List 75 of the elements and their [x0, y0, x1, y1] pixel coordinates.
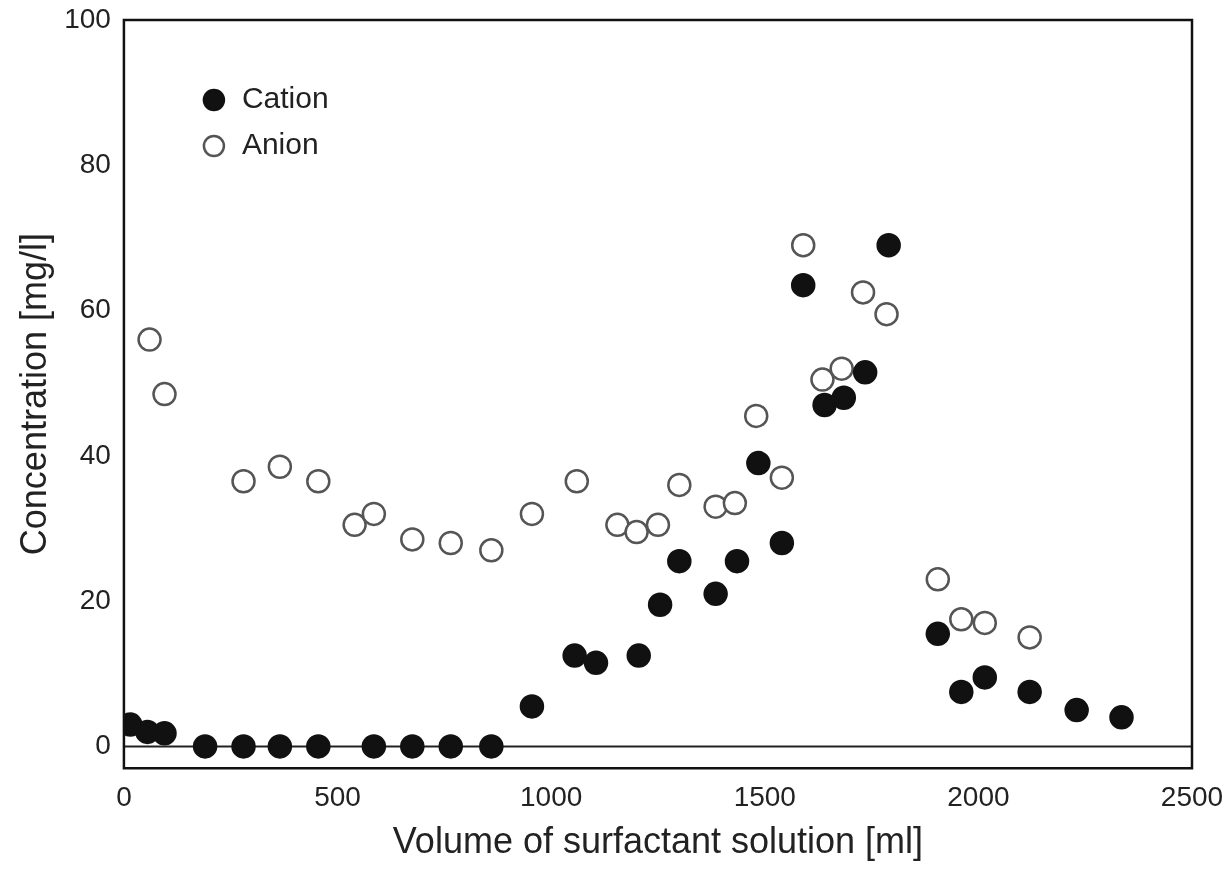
point — [925, 567, 951, 592]
point — [361, 734, 387, 759]
point — [769, 530, 795, 556]
point — [1109, 705, 1134, 730]
point — [831, 385, 857, 410]
point — [810, 367, 835, 392]
point — [972, 610, 998, 636]
point — [400, 734, 425, 759]
point — [852, 360, 878, 385]
y-tick-label: 80 — [79, 148, 111, 179]
point — [479, 538, 504, 563]
point — [231, 734, 256, 759]
x-tick-label: 500 — [314, 780, 361, 812]
point — [812, 392, 837, 418]
point — [703, 581, 728, 607]
point — [949, 679, 974, 705]
point — [722, 490, 748, 516]
point — [769, 465, 795, 490]
point — [746, 450, 771, 476]
point — [790, 272, 816, 298]
x-tick-label: 2000 — [947, 780, 1010, 812]
point — [583, 650, 609, 676]
point — [479, 734, 504, 759]
point — [152, 381, 177, 407]
point — [400, 527, 425, 552]
point — [647, 592, 673, 618]
point — [519, 501, 545, 527]
point — [667, 472, 692, 498]
y-tick-label: 60 — [79, 293, 111, 325]
point — [267, 734, 293, 759]
point — [949, 607, 974, 632]
legend-label: Anion — [241, 127, 319, 161]
point — [925, 621, 951, 647]
y-tick-label: 0 — [95, 729, 111, 761]
point — [624, 519, 649, 545]
point — [438, 734, 463, 759]
point — [1017, 679, 1042, 705]
point — [874, 301, 899, 327]
point — [562, 643, 587, 668]
point — [790, 232, 816, 258]
point — [519, 694, 545, 719]
point — [876, 232, 901, 258]
point — [342, 512, 367, 538]
point — [438, 530, 463, 556]
legend-label: Cation — [241, 81, 329, 115]
point — [626, 643, 651, 668]
point — [605, 512, 630, 538]
y-tick-label: 100 — [64, 2, 111, 34]
point — [306, 469, 331, 494]
y-tick-label: 40 — [79, 438, 111, 470]
x-tick-label: 2500 — [1160, 780, 1224, 812]
point — [724, 548, 750, 574]
x-tick-label: 1500 — [733, 780, 796, 812]
point — [645, 512, 671, 538]
point — [829, 356, 854, 381]
point — [743, 403, 769, 429]
point — [1064, 697, 1089, 723]
point — [972, 665, 998, 690]
point — [306, 734, 331, 759]
point — [361, 501, 387, 527]
x-tick-label: 0 — [116, 780, 132, 812]
point — [703, 494, 728, 519]
point — [267, 454, 293, 479]
point — [1017, 625, 1042, 650]
y-tick-label: 20 — [79, 583, 111, 615]
x-axis-title: Volume of surfactant solution [ml] — [392, 820, 924, 862]
point — [850, 280, 876, 305]
point — [564, 469, 590, 494]
point — [667, 548, 692, 574]
x-tick-label: 1000 — [520, 780, 583, 812]
point — [137, 327, 162, 352]
y-axis-title: Concentration [mg/l] — [12, 233, 54, 556]
point — [192, 734, 218, 759]
point — [231, 469, 256, 494]
point — [152, 721, 177, 746]
